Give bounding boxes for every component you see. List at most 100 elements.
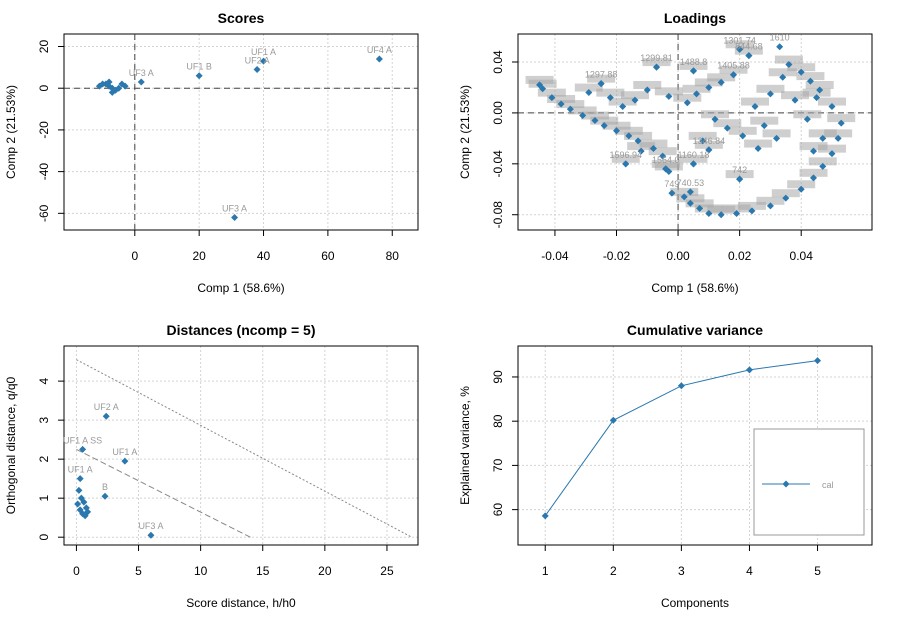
labelled-point [260, 57, 268, 65]
x-tick-label: 0.04 [790, 249, 814, 263]
x-tick-label: 0 [131, 249, 138, 263]
x-tick-label: 5 [135, 564, 142, 578]
data-point [797, 185, 805, 193]
grid-lines [64, 346, 418, 545]
y-axis-label: Orthogonal distance, q/q0 [4, 376, 18, 514]
y-tick-label: 0 [37, 85, 51, 92]
data-point [705, 209, 713, 217]
x-tick-label: 25 [380, 564, 394, 578]
grid-lines [64, 34, 418, 230]
point-label: 742 [732, 165, 747, 175]
data-point [625, 132, 633, 140]
loading-label-cluster [648, 147, 677, 156]
loading-label-cluster [827, 114, 856, 123]
loading-label-cluster [725, 170, 754, 179]
data-point [803, 115, 811, 123]
legend-label: cal [822, 480, 834, 490]
data-point [748, 207, 756, 215]
x-axis-label: Components [661, 596, 729, 610]
legend-marker [782, 480, 790, 488]
loading-label-cluster [654, 87, 683, 96]
loading-label-cluster [679, 154, 708, 163]
data-point [819, 162, 827, 170]
data-point [733, 209, 741, 217]
data-point [739, 132, 747, 140]
loading-label-cluster [781, 91, 810, 100]
loading-label-cluster [633, 81, 662, 89]
loading-label-cluster [679, 61, 708, 70]
data-point [557, 100, 565, 108]
loading-label-cluster [611, 154, 640, 163]
loading-label-cluster [762, 129, 791, 138]
x-tick-label: 15 [256, 564, 270, 578]
loading-label-cluster [787, 63, 816, 72]
legend-box [753, 428, 865, 536]
data-point [105, 78, 113, 86]
data-point [600, 122, 608, 130]
loading-label-cluster [673, 93, 702, 102]
loading-label-cluster [737, 201, 766, 210]
data-point [74, 500, 82, 508]
loading-label-cluster [587, 74, 616, 83]
point-label: UF1 A [68, 465, 93, 475]
labelled-point [137, 78, 145, 86]
data-point [816, 86, 824, 94]
data-point [121, 82, 129, 90]
data-point [686, 199, 694, 207]
data-point [619, 103, 627, 111]
loading-label-cluster [793, 110, 822, 119]
data-point [634, 137, 642, 145]
y-tick-label: 70 [491, 458, 505, 472]
data-point [613, 127, 621, 135]
x-tick-label: -0.04 [541, 249, 569, 263]
loading-label-cluster [744, 139, 773, 148]
series-point [814, 357, 822, 365]
loading-label-cluster [694, 78, 723, 87]
data-point [579, 111, 587, 119]
x-tick-label: 20 [192, 249, 206, 263]
loading-label-cluster [756, 196, 785, 205]
y-tick-label: -20 [37, 121, 51, 139]
loading-label-cluster [528, 79, 557, 88]
x-tick-label: 1 [542, 564, 549, 578]
loading-label-cluster [602, 121, 631, 130]
data-point [711, 115, 719, 123]
point-label: B [102, 482, 108, 492]
x-tick-label: 5 [814, 564, 821, 578]
data-point [115, 84, 123, 92]
loading-label-cluster [651, 159, 680, 168]
panel-3: Distances (ncomp = 5) Score distance, h/h… [4, 322, 419, 610]
labelled-point [76, 475, 84, 483]
data-point [606, 94, 614, 102]
data-point [631, 96, 639, 104]
point-label: 1301.74 [723, 35, 756, 45]
labelled-point [101, 492, 109, 500]
data-point [797, 68, 805, 76]
data-point [779, 73, 787, 81]
point-label: UF1 A SS [63, 435, 102, 445]
data-point [819, 134, 827, 142]
loading-label-cluster [642, 58, 671, 67]
y-tick-label: 0.00 [491, 101, 505, 125]
y-tick-label: 90 [491, 370, 505, 384]
loading-label-cluster [596, 88, 625, 97]
y-tick-label: -60 [37, 204, 51, 222]
labelled-point [686, 188, 694, 196]
point-label: UF3 A [129, 68, 154, 78]
data-point [696, 204, 704, 212]
data-point [699, 137, 707, 145]
data-point [791, 96, 799, 104]
panel-2: Loadings Comp 1 (58.6%) Comp 2 (21.53%) -0.… [458, 10, 873, 295]
data-point [637, 147, 645, 155]
loading-label-cluster [771, 189, 800, 198]
scatter-points [74, 412, 155, 539]
labelled-point [736, 175, 744, 183]
loadings-label-cloud [525, 40, 856, 214]
plot-frame [517, 345, 873, 546]
labelled-point [253, 65, 261, 73]
x-tick-label: 80 [386, 249, 400, 263]
x-tick-label: 0.02 [728, 249, 752, 263]
data-point [643, 86, 651, 94]
series-point [541, 512, 549, 520]
data-point [659, 152, 667, 160]
